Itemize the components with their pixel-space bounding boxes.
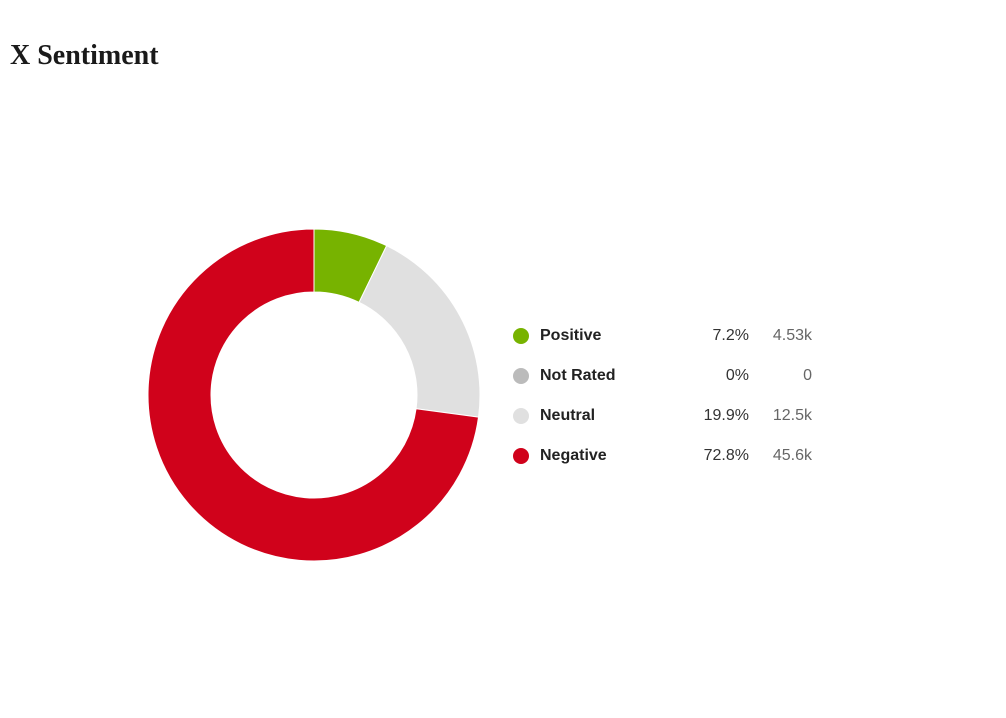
legend-label-negative: Negative (540, 447, 607, 464)
donut-slices (147, 228, 481, 562)
legend-count-neutral: 12.5k (772, 407, 812, 424)
legend-marker-neutral (513, 408, 529, 424)
legend-item-negative[interactable]: Negative 72.8% 45.6k (512, 442, 822, 482)
legend-item-positive[interactable]: Positive 7.2% 4.53k (512, 322, 822, 362)
legend-percent-positive: 7.2% (712, 327, 749, 344)
chart-title: X Sentiment (10, 40, 159, 71)
chart-legend: Positive 7.2% 4.53k Not Rated 0% 0 Neutral 19.9… (512, 322, 822, 482)
legend-label-not-rated: Not Rated (540, 367, 616, 384)
legend-count-not-rated: 0 (803, 367, 812, 384)
slice-negative[interactable] (147, 228, 480, 562)
legend-percent-not-rated: 0% (725, 367, 749, 384)
legend-item-not-rated[interactable]: Not Rated 0% 0 (512, 362, 822, 402)
legend-percent-negative: 72.8% (703, 447, 749, 464)
legend-item-neutral[interactable]: Neutral 19.9% 12.5k (512, 402, 822, 442)
legend-count-negative: 45.6k (772, 447, 812, 464)
legend-marker-negative (513, 448, 529, 464)
slice-neutral[interactable] (358, 245, 481, 418)
legend-label-neutral: Neutral (540, 407, 596, 424)
legend-marker-not-rated (513, 368, 529, 384)
legend-label-positive: Positive (540, 327, 602, 344)
legend-count-positive: 4.53k (772, 327, 812, 344)
legend-marker-positive (513, 328, 529, 344)
legend-percent-neutral: 19.9% (703, 407, 749, 424)
